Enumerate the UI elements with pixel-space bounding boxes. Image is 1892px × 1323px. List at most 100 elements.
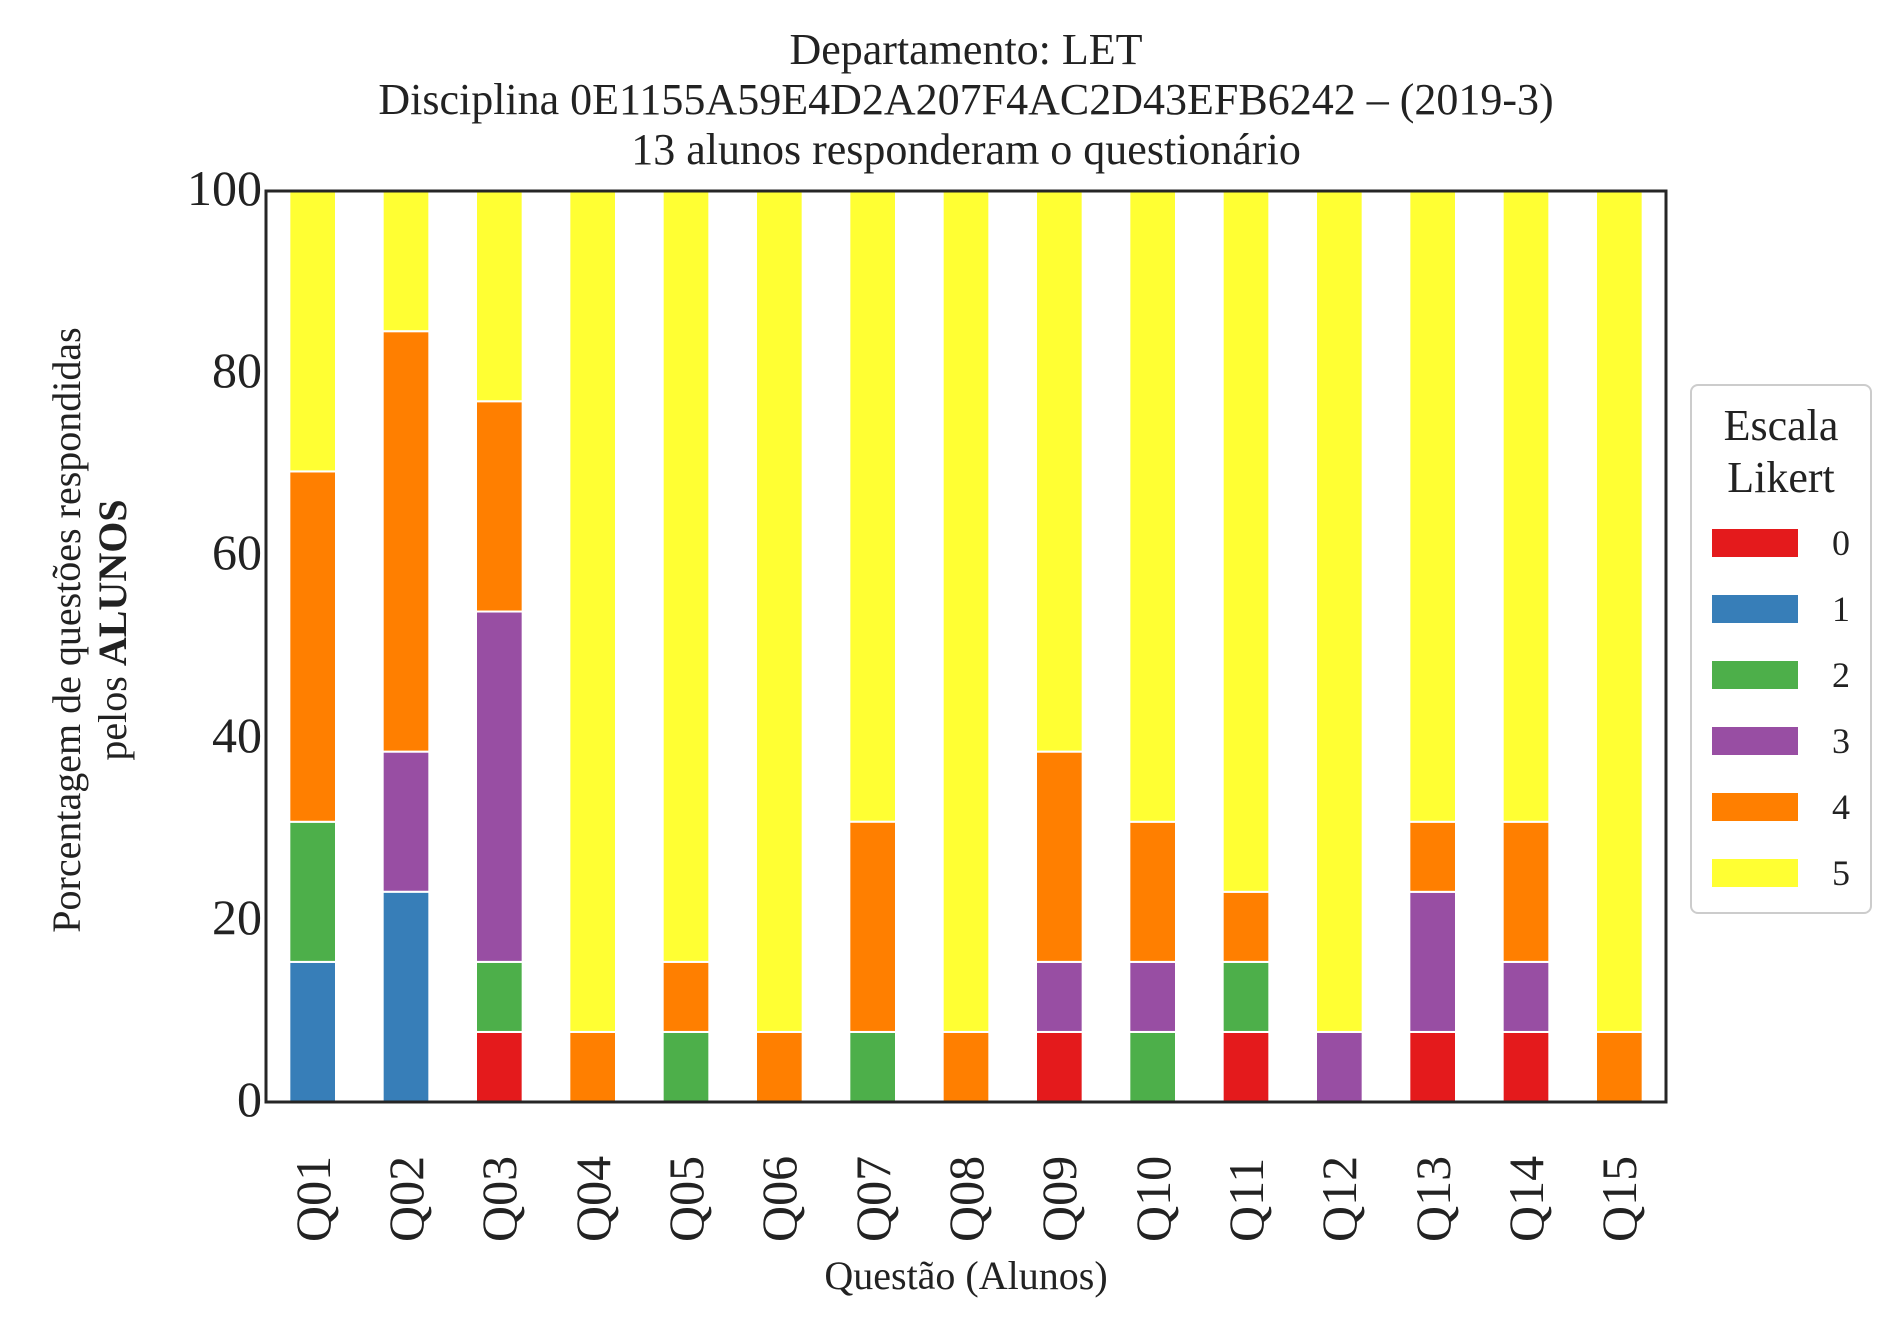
legend-label: 1 (1832, 589, 1850, 629)
x-tick-label: Q11 (1218, 1157, 1274, 1242)
legend-item-likert-0: 0 (1712, 521, 1862, 563)
bar-segment-q05-likert-5 (661, 190, 711, 963)
bar-segment-q06-likert-4 (755, 1030, 804, 1103)
x-tick-label: Q02 (378, 1155, 434, 1242)
bar-segment-q14-likert-5 (1501, 190, 1551, 823)
legend-swatch (1712, 595, 1798, 623)
bar-segment-q12-likert-5 (1315, 190, 1364, 1033)
bar-segment-q05-likert-2 (661, 1030, 711, 1103)
legend-label: 3 (1832, 721, 1850, 761)
legend-item-likert-3: 3 (1712, 719, 1862, 761)
bar-segment-q02-likert-4 (381, 330, 431, 753)
bar-segment-q13-likert-3 (1408, 890, 1458, 1033)
bar-segment-q03-likert-3 (475, 610, 524, 963)
axes-frame (264, 189, 1668, 1104)
legend: Escala Likert 0 1 2 3 4 5 (1690, 384, 1872, 914)
bar-segment-q12-likert-3 (1315, 1030, 1364, 1103)
bar-segment-q04-likert-5 (568, 190, 617, 1033)
legend-swatch (1712, 793, 1798, 821)
legend-label: 0 (1832, 523, 1850, 563)
bar-segment-q01-likert-2 (288, 820, 338, 963)
legend-title: Escala Likert (1692, 400, 1870, 504)
chart-title-line-2: Disciplina 0E1155A59E4D2A207F4AC2D43EFB6… (378, 75, 1554, 124)
chart-title-line-1: Departamento: LET (789, 25, 1143, 74)
legend-swatch (1712, 529, 1798, 557)
bar-segment-q09-likert-0 (1035, 1030, 1084, 1103)
bar-segment-q10-likert-4 (1128, 820, 1178, 963)
y-tick-label: 20 (212, 888, 262, 945)
legend-item-likert-1: 1 (1712, 587, 1862, 629)
y-axis-label: Porcentagem de questões respondidas pelo… (44, 327, 136, 932)
x-tick-label: Q15 (1591, 1155, 1648, 1242)
bar-segment-q02-likert-5 (381, 190, 431, 333)
legend-title-line-2: Likert (1727, 453, 1835, 502)
x-tick-label: Q14 (1498, 1155, 1554, 1242)
bar-segment-q03-likert-2 (475, 960, 524, 1033)
bar-segment-q07-likert-4 (848, 820, 897, 1033)
bar-segment-q03-likert-4 (475, 400, 524, 613)
x-tick-label: Q13 (1404, 1155, 1461, 1242)
bar-segment-q08-likert-5 (941, 190, 991, 1033)
y-tick-label: 40 (212, 706, 262, 763)
bar-segment-q10-likert-2 (1128, 1030, 1178, 1103)
bars-group (288, 190, 1644, 1104)
legend-swatch (1712, 661, 1798, 689)
bar-segment-q03-likert-0 (475, 1030, 524, 1103)
bar-segment-q11-likert-4 (1221, 890, 1271, 963)
y-tick-label: 100 (187, 160, 262, 216)
x-tick-label: Q08 (938, 1155, 994, 1242)
x-tick-label: Q01 (284, 1155, 341, 1242)
legend-swatch (1712, 727, 1798, 755)
legend-item-likert-2: 2 (1712, 653, 1862, 695)
bar-segment-q01-likert-5 (288, 190, 338, 473)
chart-title-line-3: 13 alunos responderam o questionário (631, 125, 1301, 174)
x-tick-label: Q07 (844, 1155, 901, 1242)
y-tick-label: 80 (212, 342, 262, 399)
bar-segment-q13-likert-5 (1408, 190, 1458, 823)
bar-segment-q01-likert-4 (288, 470, 338, 823)
legend-label: 2 (1832, 655, 1850, 695)
x-tick-label: Q09 (1031, 1155, 1088, 1242)
x-tick-label: Q12 (1311, 1155, 1368, 1242)
bar-segment-q10-likert-5 (1128, 190, 1178, 823)
bar-segment-q02-likert-3 (381, 750, 431, 893)
x-tick-label: Q06 (751, 1155, 808, 1242)
x-tick-label: Q03 (471, 1155, 528, 1242)
bar-segment-q11-likert-2 (1221, 960, 1271, 1033)
y-axis-label-line-2: pelos ALUNOS (90, 327, 136, 932)
y-axis-label-normal: pelos (90, 666, 135, 761)
bar-segment-q03-likert-5 (475, 190, 524, 403)
bar-segment-q13-likert-0 (1408, 1030, 1458, 1103)
y-tick-label: 60 (212, 524, 262, 581)
bar-segment-q01-likert-1 (288, 960, 338, 1103)
bar-segment-q08-likert-4 (941, 1030, 991, 1103)
bar-segment-q05-likert-4 (661, 960, 711, 1033)
y-axis-label-bold: ALUNOS (90, 499, 135, 667)
legend-title-line-1: Escala (1723, 401, 1839, 450)
bar-segment-q09-likert-5 (1035, 190, 1084, 753)
x-tick-label: Q10 (1124, 1155, 1181, 1242)
bar-segment-q09-likert-4 (1035, 750, 1084, 963)
y-tick-label: 0 (237, 1071, 262, 1127)
legend-label: 5 (1832, 853, 1850, 893)
bar-segment-q11-likert-5 (1221, 190, 1271, 893)
bar-segment-q15-likert-4 (1595, 1030, 1644, 1103)
bar-segment-q14-likert-3 (1501, 960, 1551, 1033)
bar-segment-q14-likert-0 (1501, 1030, 1551, 1103)
x-tick-label: Q04 (564, 1155, 621, 1242)
bar-segment-q10-likert-3 (1128, 960, 1178, 1033)
legend-label: 4 (1832, 787, 1850, 827)
bar-segment-q02-likert-1 (381, 890, 431, 1104)
bar-segment-q04-likert-4 (568, 1030, 617, 1103)
x-tick-label: Q05 (658, 1155, 714, 1242)
y-axis-label-line-1: Porcentagem de questões respondidas (44, 327, 89, 933)
legend-item-likert-5: 5 (1712, 851, 1862, 893)
bar-segment-q13-likert-4 (1408, 820, 1458, 893)
bar-segment-q15-likert-5 (1595, 190, 1644, 1033)
bar-segment-q09-likert-3 (1035, 960, 1084, 1033)
bar-segment-q11-likert-0 (1221, 1030, 1271, 1103)
bar-segment-q14-likert-4 (1501, 820, 1551, 963)
legend-swatch (1712, 859, 1798, 887)
bar-segment-q07-likert-2 (848, 1030, 897, 1103)
